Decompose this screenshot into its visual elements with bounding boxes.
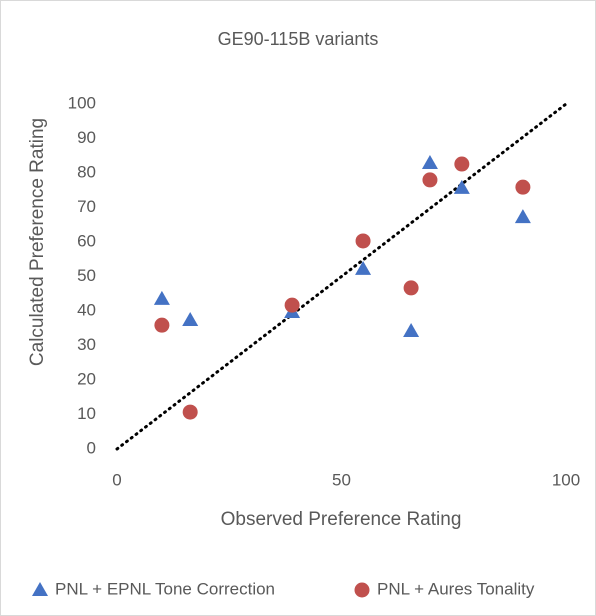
y-tick-label: 40 <box>77 300 96 319</box>
chart-title: GE90-115B variants <box>218 29 379 49</box>
y-tick-label: 30 <box>77 335 96 354</box>
circle-marker <box>454 156 470 172</box>
triangle-marker <box>403 323 420 338</box>
triangle-marker <box>421 154 438 169</box>
y-tick-label: 80 <box>77 162 96 181</box>
y-tick-label: 60 <box>77 231 96 250</box>
circle-marker <box>284 297 300 313</box>
triangle-marker <box>514 209 531 224</box>
y-axis-label: Calculated Preference Rating <box>27 118 48 366</box>
y-tick-label: 20 <box>77 369 96 388</box>
circle-marker <box>354 582 370 598</box>
circle-marker <box>355 233 371 249</box>
reference-line <box>115 102 568 451</box>
y-tick-label: 90 <box>77 128 96 147</box>
x-tick-label: 100 <box>552 470 580 489</box>
triangle-marker <box>453 179 470 194</box>
x-tick-label: 50 <box>332 470 351 489</box>
y-tick-label: 70 <box>77 197 96 216</box>
circle-marker <box>515 179 531 195</box>
y-tick-label: 50 <box>77 266 96 285</box>
triangle-marker <box>32 582 48 596</box>
triangle-marker <box>153 290 170 305</box>
circle-marker <box>182 404 198 420</box>
y-tick-label: 0 <box>87 438 96 457</box>
triangle-marker <box>355 260 372 275</box>
x-axis-label: Observed Preference Rating <box>221 509 462 530</box>
legend-label: PNL + Aures Tonality <box>377 579 535 598</box>
y-tick-label: 100 <box>68 93 96 112</box>
circle-marker <box>422 172 438 188</box>
x-tick-label: 0 <box>112 470 121 489</box>
circle-marker <box>154 317 170 333</box>
y-tick-label: 10 <box>77 404 96 423</box>
circle-marker <box>403 280 419 296</box>
triangle-marker <box>182 311 199 326</box>
legend-label: PNL + EPNL Tone Correction <box>55 579 275 598</box>
